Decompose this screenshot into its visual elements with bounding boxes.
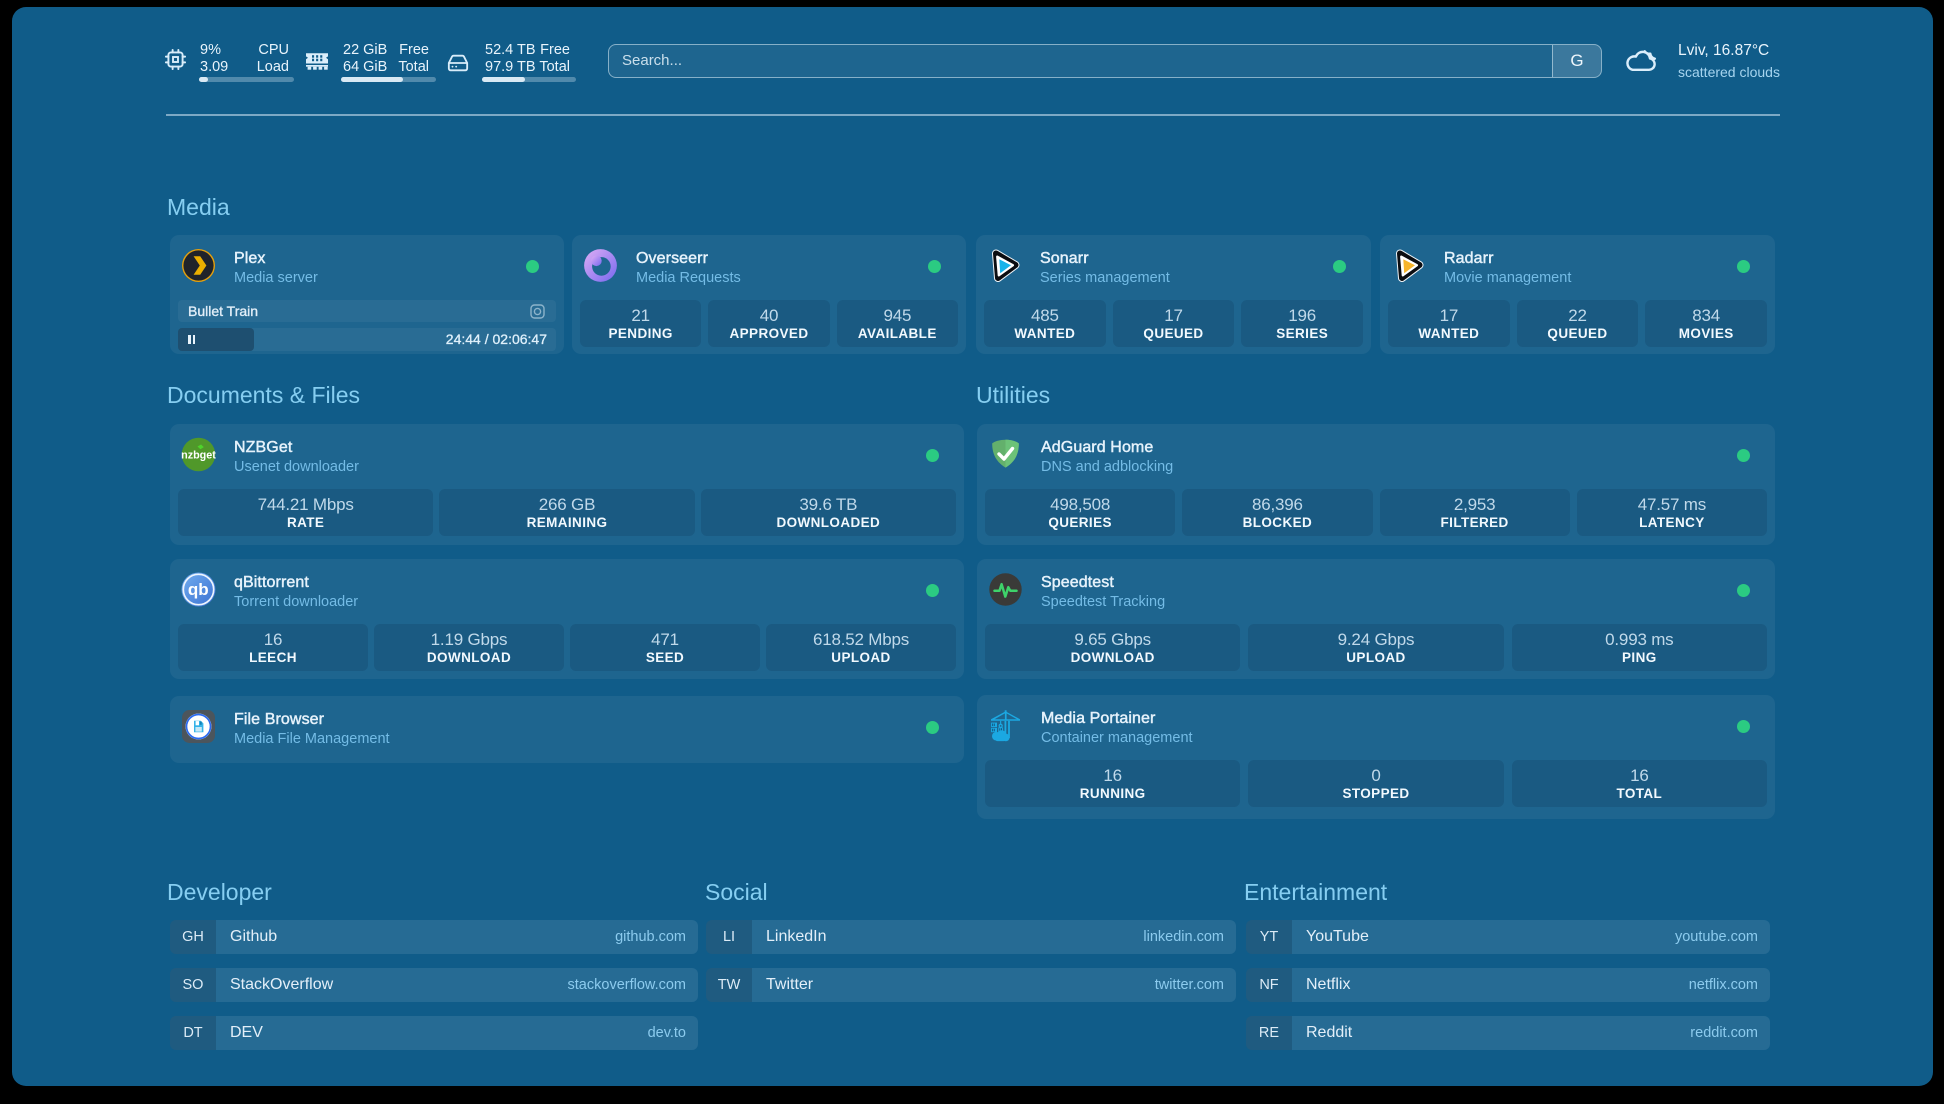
svg-text:qb: qb <box>188 580 209 599</box>
svg-text:nzbget: nzbget <box>181 450 216 462</box>
